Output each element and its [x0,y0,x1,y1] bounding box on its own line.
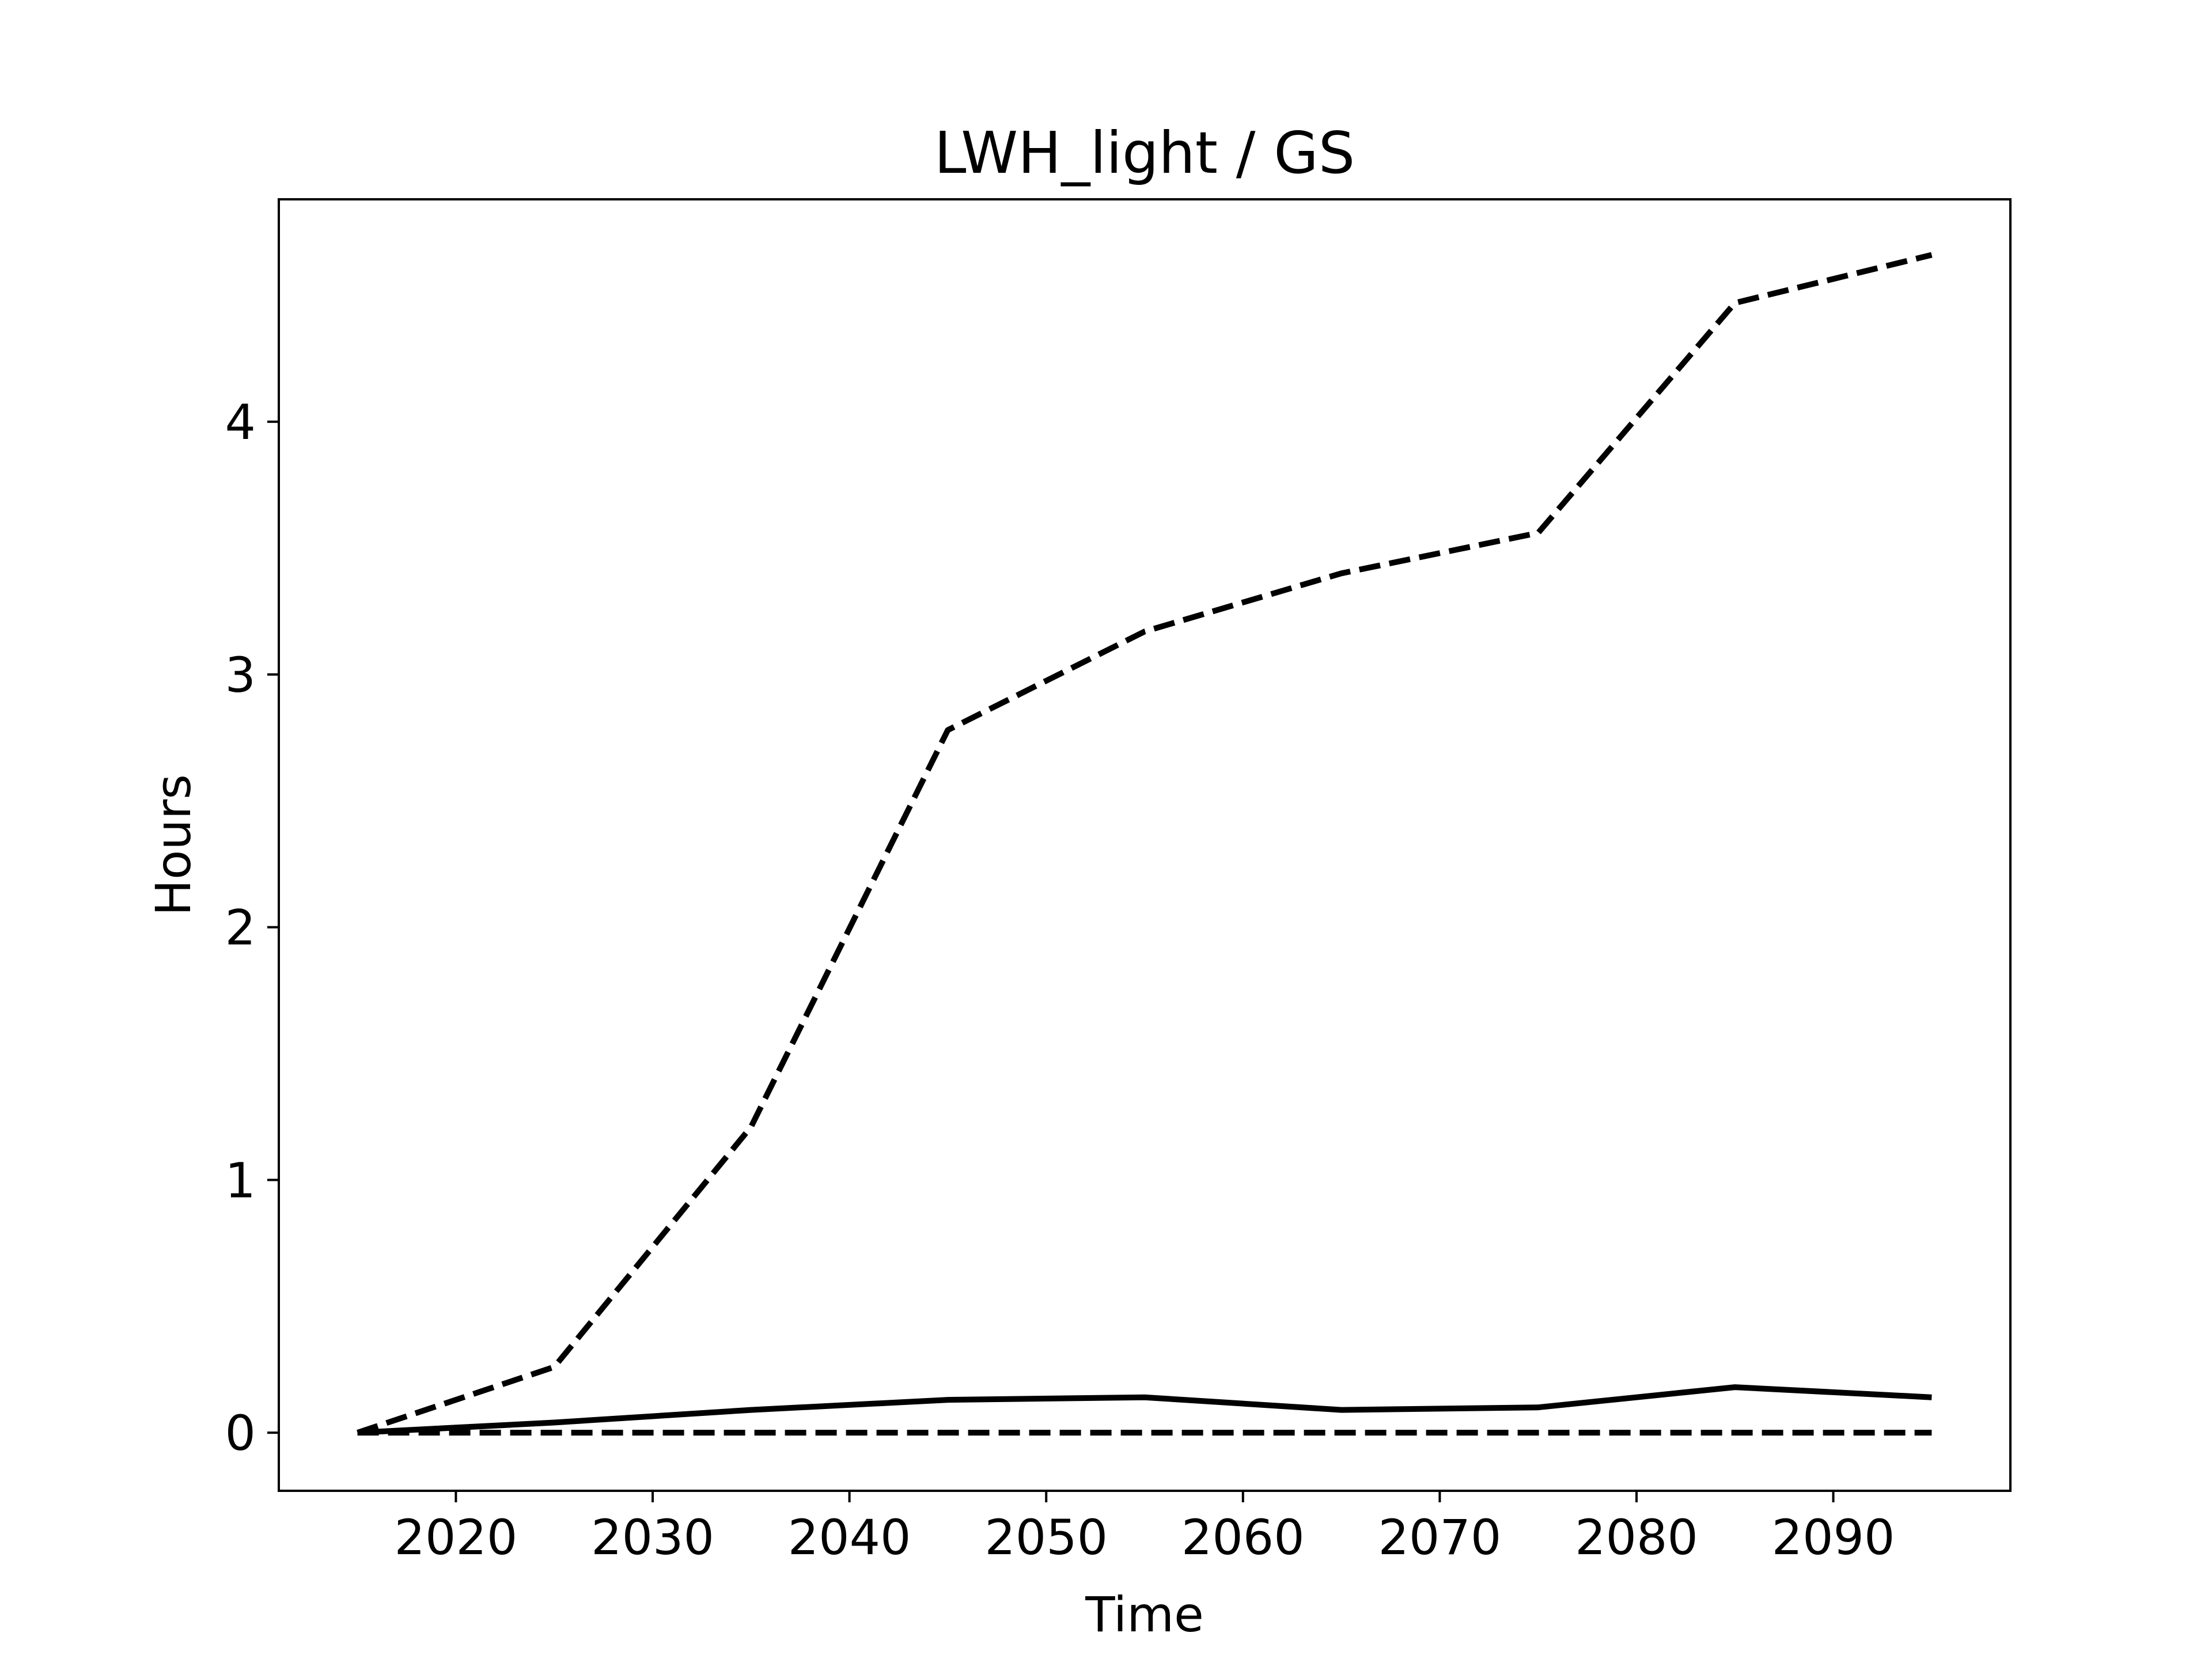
y-tick-label: 4 [225,394,256,450]
y-tick-label: 2 [225,900,256,956]
plot-area-frame [278,198,2012,1492]
x-tick-label: 2070 [1378,1509,1501,1566]
x-axis-label: Time [1085,1586,1204,1643]
x-tick-label: 2060 [1181,1509,1305,1566]
x-tick-label: 2080 [1575,1509,1698,1566]
series-line-2 [357,1384,1932,1436]
x-tick-label: 2090 [1772,1509,1895,1566]
y-axis-ticks: 0 1 2 3 4 [225,394,279,1461]
y-axis-label: Hours [145,774,202,916]
y-tick-label: 1 [225,1152,256,1209]
x-tick-label: 2040 [788,1509,911,1566]
x-tick-label: 2050 [984,1509,1108,1566]
y-tick-label: 3 [225,647,256,703]
chart-title: LWH_light / GS [934,119,1355,187]
x-tick-label: 2030 [591,1509,714,1566]
x-tick-label: 2020 [395,1509,518,1566]
series-layer [357,252,1933,1436]
series-line-1 [357,252,1933,1435]
y-tick-label: 0 [225,1405,256,1461]
x-axis-ticks: 2020 2030 2040 2050 2060 2070 2080 2090 [395,1491,1895,1566]
